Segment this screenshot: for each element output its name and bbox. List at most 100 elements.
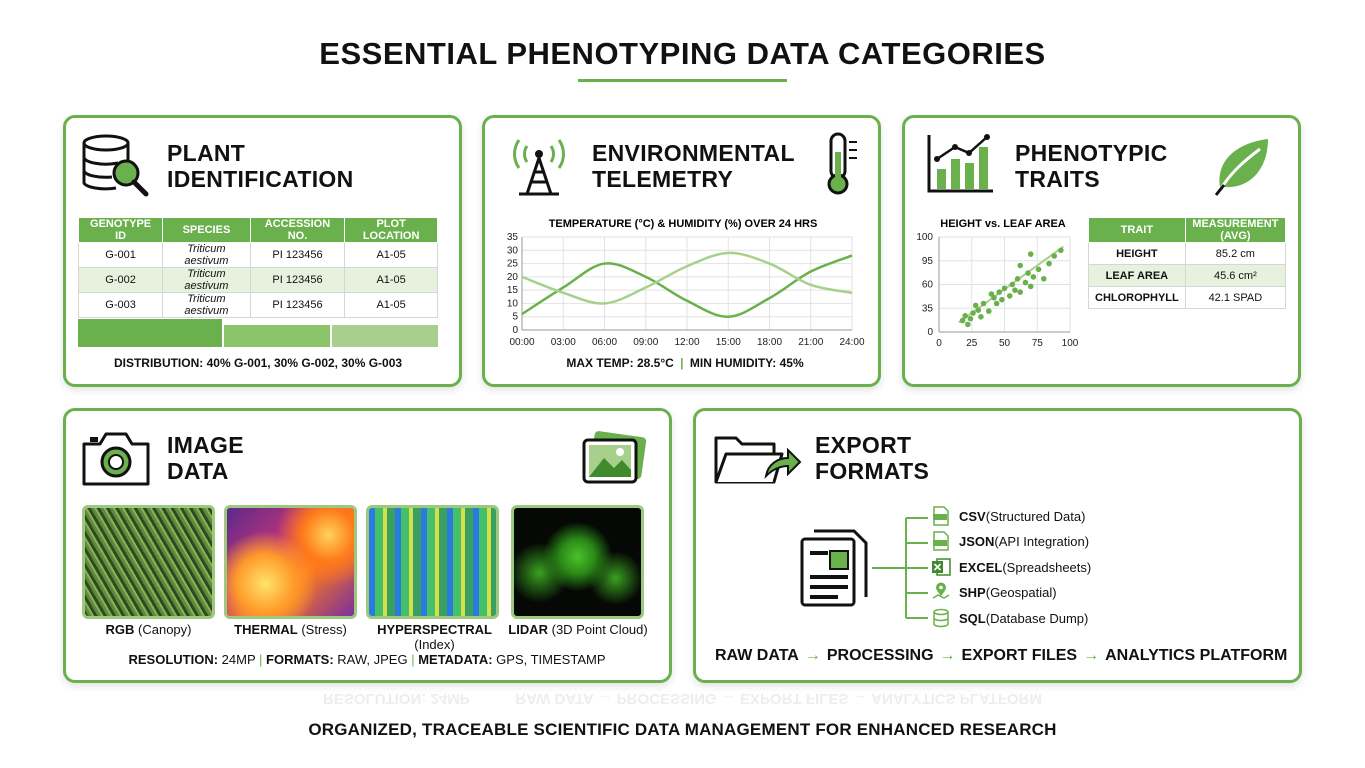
table-row: CHLOROPHYLL 42.1 SPAD bbox=[1088, 286, 1287, 309]
thermometer-icon bbox=[827, 132, 857, 195]
scatter-point bbox=[1046, 260, 1052, 267]
scatter-point bbox=[972, 302, 979, 309]
resolution-value: 24MP bbox=[218, 652, 260, 667]
genotype-table-header: GENOTYPE ID SPECIES ACCESSION NO. PLOT L… bbox=[77, 217, 438, 243]
height-leaf-area-scatter: HEIGHT vs. LEAF AREA 0 35 60 95 100 0 25 50 75 10… bbox=[916, 218, 1079, 349]
table-row: G-003 Triticum aestivum PI 123456 A1-05 bbox=[77, 292, 438, 318]
telemetry-summary: MAX TEMP: 28.5°C | MIN HUMIDITY: 45% bbox=[500, 356, 870, 370]
lidar-label: LIDAR (3D Point Cloud) bbox=[507, 622, 649, 637]
cell-species: Triticum aestivum bbox=[162, 292, 251, 318]
flow-step-raw-data: RAW DATA bbox=[715, 647, 799, 664]
scatter-point bbox=[1017, 262, 1024, 269]
formats-key: FORMATS: bbox=[262, 652, 334, 667]
thermal-label-rest: (Stress) bbox=[297, 622, 347, 637]
x-tick-label: 21:00 bbox=[798, 337, 823, 348]
scatter-point bbox=[1035, 266, 1042, 273]
export-formats-card bbox=[693, 408, 1302, 683]
min-humidity-label: MIN HUMIDITY: 45% bbox=[689, 356, 804, 370]
hyperspectral-image bbox=[366, 505, 499, 619]
distribution-segment bbox=[332, 325, 438, 347]
scatter-point bbox=[1022, 279, 1029, 286]
flow-arrow: → bbox=[804, 647, 821, 664]
scatter-point bbox=[999, 296, 1005, 303]
flow-step-analytics-platform: ANALYTICS PLATFORM bbox=[1105, 647, 1288, 664]
x-tick-label: 0 bbox=[936, 338, 942, 349]
cell-trait: LEAF AREA bbox=[1088, 264, 1186, 287]
page-title: ESSENTIAL PHENOTYPING DATA CATEGORIES bbox=[319, 36, 1046, 71]
distribution-bar bbox=[78, 319, 438, 347]
separator: | bbox=[680, 356, 684, 370]
x-tick-label: 100 bbox=[1062, 338, 1079, 349]
scatter-point bbox=[1027, 283, 1034, 290]
y-tick-label: 0 bbox=[927, 327, 933, 338]
format-desc: (Geospatial) bbox=[985, 584, 1057, 600]
reflection-text: RESOLUTION: 24MP RAW DATA → PROCESSING →… bbox=[120, 690, 1245, 707]
scatter-point bbox=[967, 315, 974, 322]
humidity-series-line bbox=[521, 251, 853, 305]
x-tick-label: 18:00 bbox=[757, 337, 782, 348]
y-tick-label: 35 bbox=[507, 232, 519, 243]
y-tick-label: 15 bbox=[507, 285, 519, 296]
x-tick-label: 50 bbox=[999, 338, 1011, 349]
format-sql: SQL (Database Dump) bbox=[931, 607, 1088, 629]
lidar-label-rest: (3D Point Cloud) bbox=[548, 622, 648, 637]
scatter-point bbox=[1012, 287, 1018, 293]
database-icon bbox=[933, 608, 949, 628]
x-tick-label: 12:00 bbox=[674, 337, 699, 348]
resolution-key: RESOLUTION: bbox=[128, 652, 219, 667]
separator: | bbox=[411, 652, 415, 667]
rgb-label: RGB (Canopy) bbox=[82, 622, 215, 637]
flow-step-export-files: EXPORT FILES bbox=[961, 647, 1078, 664]
thermal-image bbox=[224, 505, 357, 619]
scatter-point bbox=[1006, 293, 1013, 299]
max-temp-label: MAX TEMP: 28.5°C bbox=[566, 356, 674, 370]
cell-measurement: 42.1 SPAD bbox=[1184, 286, 1287, 309]
hyperspectral-label: HYPERSPECTRAL (Index) bbox=[362, 622, 507, 652]
flow-arrow: → bbox=[939, 647, 956, 664]
scatter-title: HEIGHT vs. LEAF AREA bbox=[940, 218, 1066, 230]
format-csv: CSV (Structured Data) bbox=[931, 505, 1085, 527]
csv-file-icon bbox=[933, 506, 949, 526]
cell-plot: A1-05 bbox=[344, 267, 438, 293]
scatter-point bbox=[959, 317, 966, 324]
format-name: SQL bbox=[959, 610, 986, 626]
thermal-label: THERMAL (Stress) bbox=[224, 622, 357, 637]
cell-trait: CHLOROPHYLL bbox=[1088, 286, 1186, 309]
scatter-point bbox=[970, 310, 976, 316]
x-tick-label: 03:00 bbox=[551, 337, 576, 348]
format-name: EXCEL bbox=[959, 559, 1003, 575]
y-tick-label: 60 bbox=[922, 280, 934, 291]
traits-table: TRAIT MEASUREMENT (AVG) HEIGHT 85.2 cm L… bbox=[1088, 217, 1287, 309]
y-tick-label: 95 bbox=[922, 256, 934, 267]
table-row: G-001 Triticum aestivum PI 123456 A1-05 bbox=[77, 242, 438, 268]
format-desc: (Spreadsheets) bbox=[1002, 559, 1092, 575]
cell-species: Triticum aestivum bbox=[162, 267, 251, 293]
format-shp: SHP (Geospatial) bbox=[931, 581, 1057, 603]
scatter-point bbox=[1009, 281, 1016, 288]
bar-chart-icon bbox=[927, 134, 993, 193]
rgb-label-rest: (Canopy) bbox=[134, 622, 192, 637]
scatter-point bbox=[980, 300, 987, 307]
format-name: CSV bbox=[959, 508, 986, 524]
scatter-point bbox=[985, 308, 992, 314]
col-species: SPECIES bbox=[162, 217, 251, 243]
table-row: G-002 Triticum aestivum PI 123456 A1-05 bbox=[77, 267, 438, 293]
document-stack-icon bbox=[800, 529, 868, 607]
y-tick-label: 35 bbox=[922, 303, 934, 314]
temperature-humidity-chart: TEMPERATURE (°C) & HUMIDITY (%) OVER 24 … bbox=[507, 218, 865, 348]
thermal-label-strong: THERMAL bbox=[234, 622, 298, 637]
formats-value: RAW, JPEG bbox=[333, 652, 412, 667]
hyperspectral-label-rest: (Index) bbox=[414, 637, 455, 652]
scatter-point bbox=[993, 300, 1000, 307]
col-genotype-id: GENOTYPE ID bbox=[77, 217, 164, 243]
scatter-point bbox=[991, 295, 997, 301]
export-formats-title: EXPORT FORMATS bbox=[815, 432, 930, 484]
reflection-segment: 24MP bbox=[426, 690, 474, 707]
folder-export-icon bbox=[714, 436, 802, 484]
scatter-point bbox=[978, 314, 984, 320]
database-search-icon bbox=[82, 134, 149, 197]
environmental-telemetry-title: ENVIRONMENTAL TELEMETRY bbox=[592, 140, 795, 192]
scatter-point bbox=[1058, 247, 1064, 254]
x-tick-label: 15:00 bbox=[716, 337, 741, 348]
map-pin-icon bbox=[932, 582, 950, 599]
